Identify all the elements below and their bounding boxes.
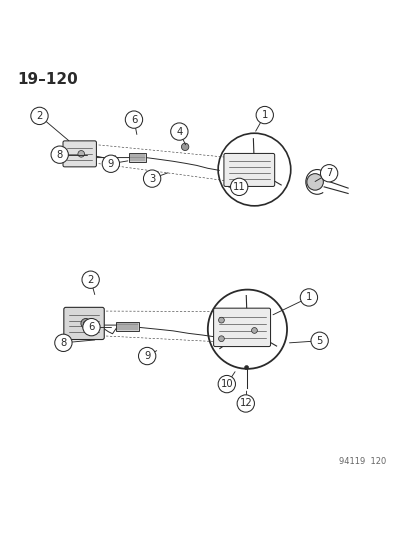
Circle shape (78, 150, 84, 157)
Text: 12: 12 (239, 399, 252, 408)
Circle shape (237, 395, 254, 412)
Circle shape (251, 328, 257, 333)
Text: 1: 1 (261, 110, 267, 120)
FancyBboxPatch shape (63, 141, 96, 167)
Text: 8: 8 (57, 150, 63, 160)
Text: 2: 2 (87, 274, 94, 285)
Circle shape (244, 366, 248, 370)
Bar (128, 154, 145, 161)
Circle shape (218, 336, 224, 342)
FancyBboxPatch shape (64, 308, 104, 340)
Circle shape (138, 348, 155, 365)
Circle shape (82, 271, 99, 288)
Text: 6: 6 (131, 115, 137, 125)
FancyBboxPatch shape (223, 154, 274, 187)
Circle shape (81, 319, 90, 328)
Circle shape (55, 334, 72, 351)
Circle shape (256, 107, 273, 124)
Circle shape (306, 174, 323, 190)
Text: 8: 8 (60, 338, 66, 348)
Text: 19–120: 19–120 (17, 72, 78, 87)
Text: 3: 3 (149, 174, 155, 183)
Circle shape (51, 146, 68, 163)
Circle shape (31, 107, 48, 125)
Text: 4: 4 (176, 126, 182, 136)
Circle shape (83, 321, 88, 326)
Text: 94119  120: 94119 120 (338, 457, 385, 466)
Text: 11: 11 (232, 182, 245, 192)
Text: 6: 6 (88, 322, 95, 332)
Text: 1: 1 (305, 293, 311, 302)
Text: 9: 9 (144, 351, 150, 361)
Circle shape (143, 170, 160, 187)
Circle shape (181, 143, 188, 150)
Text: 5: 5 (316, 336, 322, 346)
Text: 7: 7 (325, 168, 332, 178)
Circle shape (299, 289, 317, 306)
FancyBboxPatch shape (213, 308, 270, 346)
Text: 10: 10 (220, 379, 233, 389)
Circle shape (125, 111, 142, 128)
Bar (116, 322, 139, 331)
Circle shape (83, 319, 100, 336)
Circle shape (170, 123, 188, 140)
Circle shape (320, 165, 337, 182)
Text: 9: 9 (107, 159, 114, 169)
Circle shape (218, 375, 235, 393)
Circle shape (230, 178, 247, 196)
Circle shape (102, 155, 119, 172)
Text: 2: 2 (36, 111, 43, 121)
Circle shape (310, 332, 328, 350)
Circle shape (218, 317, 224, 323)
